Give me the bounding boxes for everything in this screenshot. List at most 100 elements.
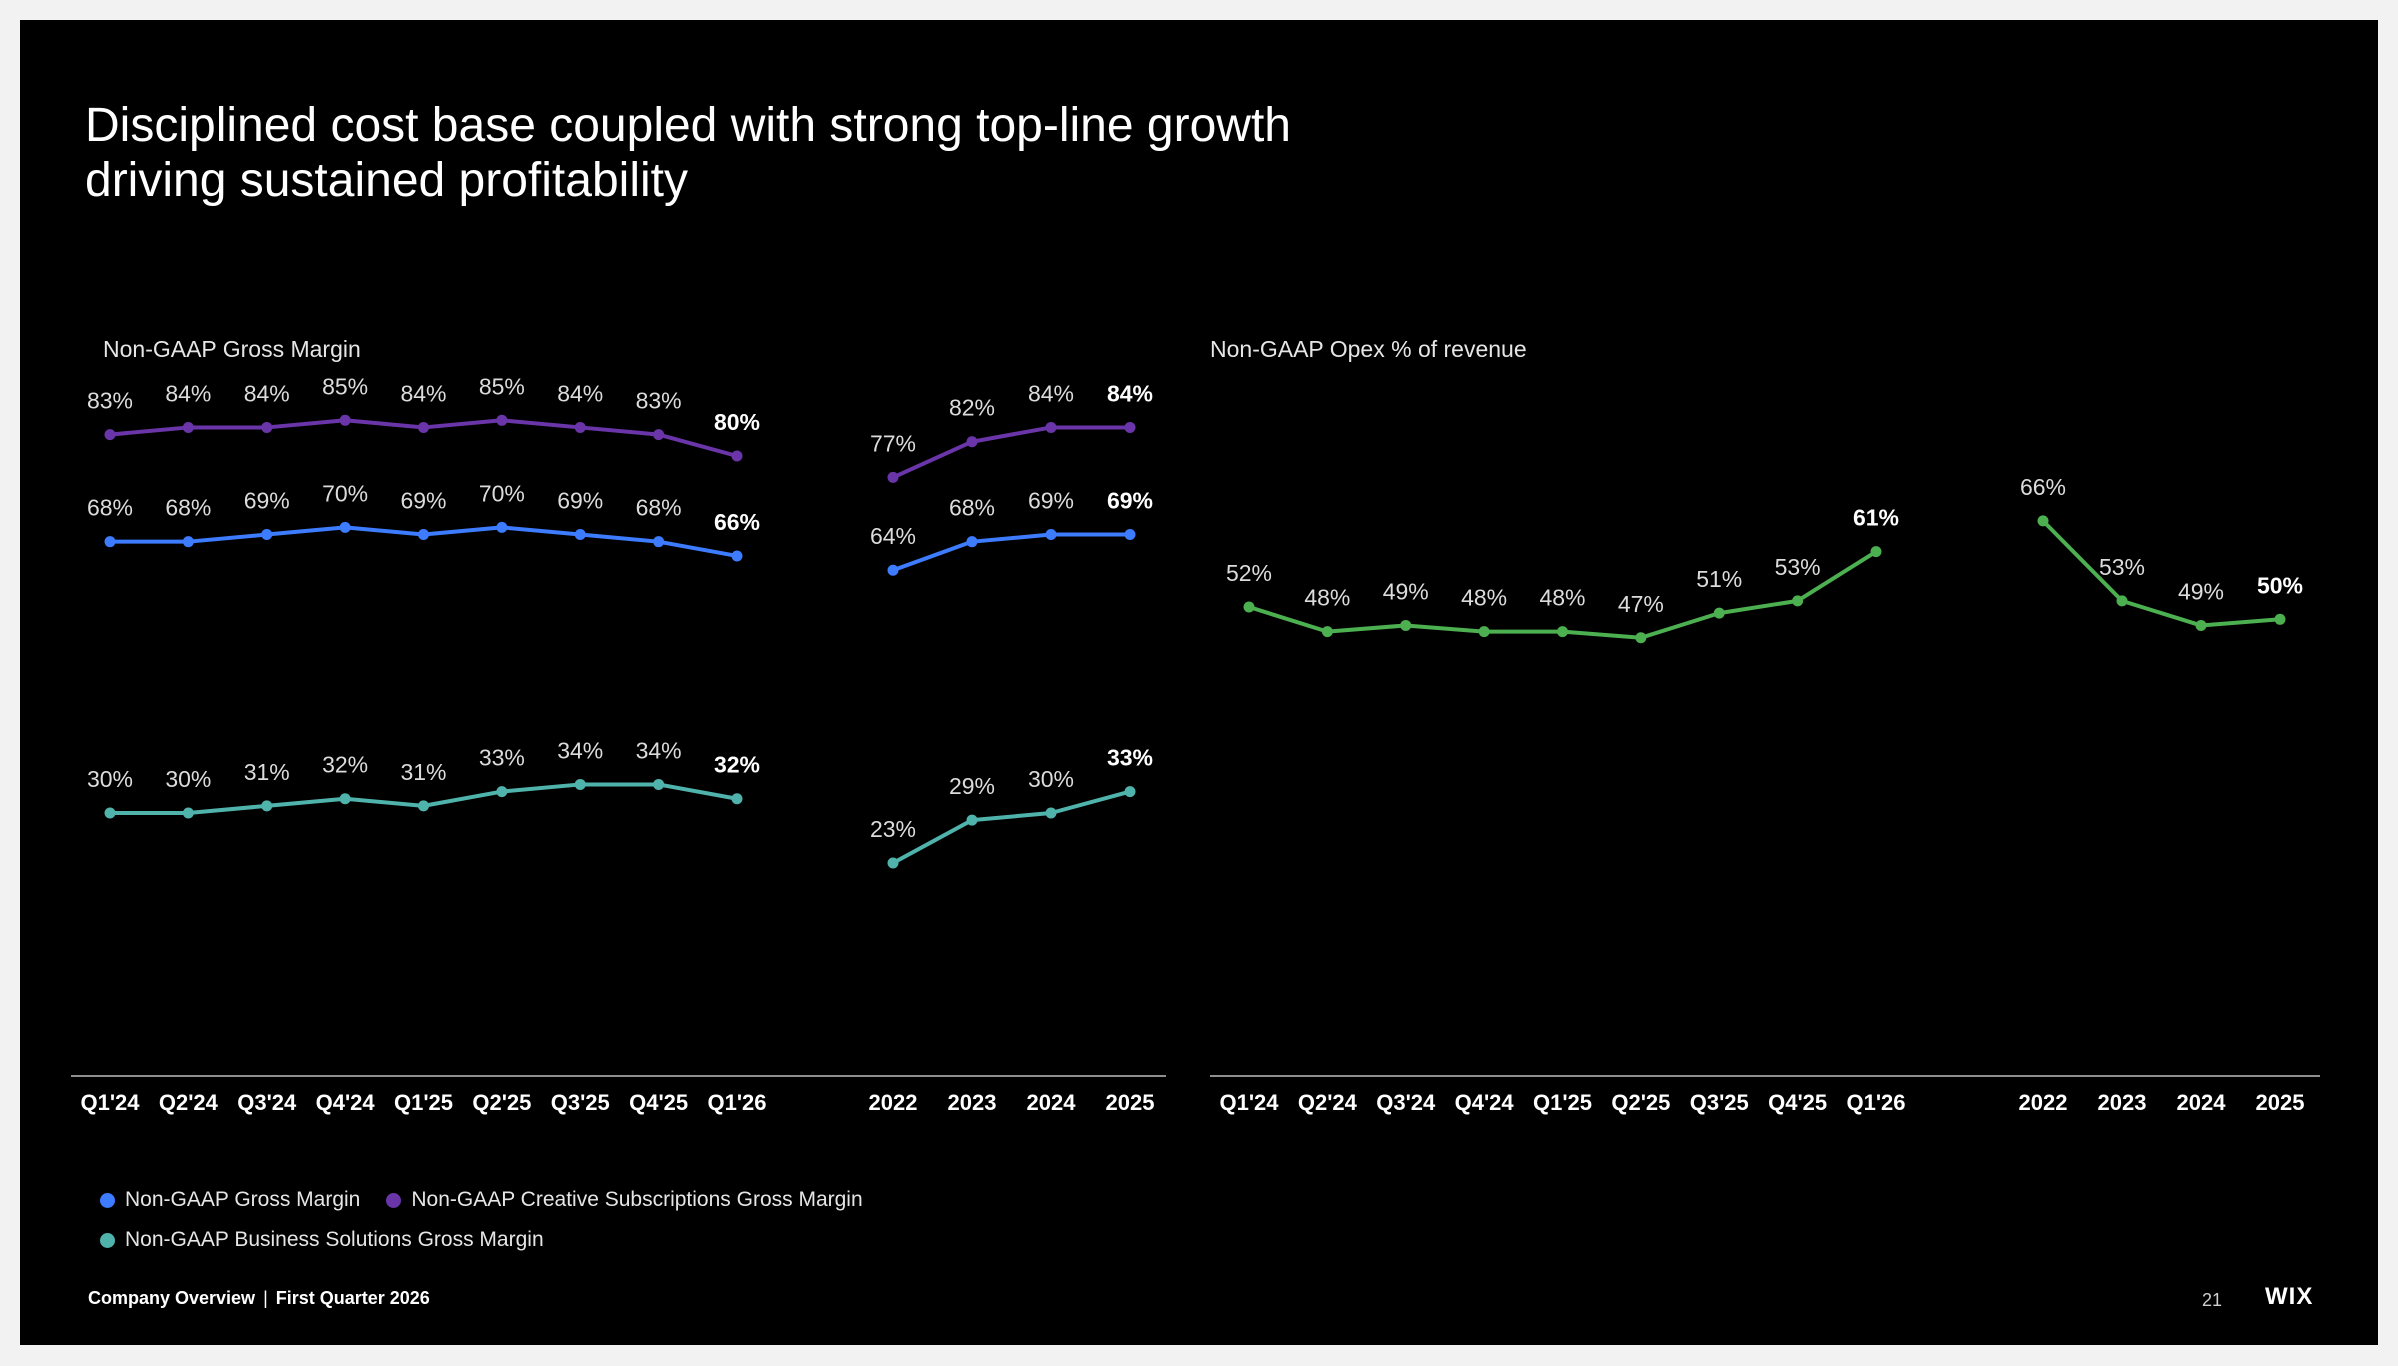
x-tick-label: Q4'25: [629, 1090, 688, 1115]
data-label: 51%: [1696, 566, 1742, 592]
data-label: 31%: [244, 759, 290, 785]
data-point: [574, 421, 586, 433]
data-label: 49%: [2178, 578, 2224, 604]
x-tick-label: Q3'24: [1376, 1090, 1436, 1115]
data-point: [182, 536, 194, 548]
slide-title-line-1: Disciplined cost base coupled with stron…: [85, 99, 1291, 152]
data-point: [731, 793, 743, 805]
data-point: [339, 793, 351, 805]
data-point: [1045, 529, 1057, 541]
data-point: [1124, 529, 1136, 541]
data-label: 83%: [636, 388, 682, 414]
data-point: [653, 778, 665, 790]
data-point: [887, 857, 899, 869]
legend-label: Non-GAAP Gross Margin: [125, 1188, 361, 1211]
page-number: 21: [2202, 1290, 2223, 1310]
x-tick-label: Q2'25: [1611, 1090, 1670, 1115]
data-point: [1045, 421, 1057, 433]
x-tick-label: Q4'25: [1768, 1090, 1827, 1115]
data-point: [104, 429, 116, 441]
data-label: 84%: [165, 380, 211, 406]
data-label: 33%: [1107, 745, 1153, 771]
data-point: [182, 421, 194, 433]
data-label: 77%: [870, 430, 916, 456]
data-label: 48%: [1461, 585, 1507, 611]
data-point: [966, 436, 978, 448]
data-point: [653, 536, 665, 548]
data-label: 64%: [870, 523, 916, 549]
data-point: [1045, 807, 1057, 819]
data-point: [2116, 595, 2128, 607]
x-tick-label: 2024: [2177, 1090, 2227, 1115]
data-point: [261, 529, 273, 541]
data-label: 68%: [87, 495, 133, 521]
data-label: 69%: [1107, 488, 1153, 514]
data-label: 80%: [714, 409, 760, 435]
x-tick-label: 2023: [948, 1090, 997, 1115]
series-line: [891, 789, 1132, 865]
legend-item-business-solutions: Non-GAAP Business Solutions Gross Margin: [100, 1228, 544, 1252]
slide-title-line-2: driving sustained profitability: [85, 154, 688, 207]
x-tick-label: Q2'24: [1298, 1090, 1358, 1115]
data-label: 69%: [244, 488, 290, 514]
gross-margin-chart-title: Non-GAAP Gross Margin: [103, 336, 361, 362]
data-point: [1321, 626, 1333, 638]
data-label: 70%: [322, 480, 368, 506]
slide: Disciplined cost base coupled with stron…: [20, 20, 2378, 1345]
x-tick-label: Q1'25: [394, 1090, 453, 1115]
data-point: [261, 800, 273, 812]
footer-separator: |: [263, 1288, 268, 1308]
x-tick-label: Q1'26: [707, 1090, 766, 1115]
x-tick-label: 2025: [2256, 1090, 2305, 1115]
series-line: [2041, 518, 2282, 628]
x-tick-label: Q1'25: [1533, 1090, 1592, 1115]
legend-item-creative-subscriptions: Non-GAAP Creative Subscriptions Gross Ma…: [386, 1188, 863, 1212]
data-point: [731, 550, 743, 562]
data-label: 53%: [2099, 554, 2145, 580]
data-label: 84%: [400, 380, 446, 406]
x-tick-label: 2025: [1106, 1090, 1155, 1115]
x-tick-label: Q3'25: [1690, 1090, 1749, 1115]
data-point: [1557, 626, 1568, 638]
data-point: [339, 521, 351, 533]
data-point: [418, 800, 429, 812]
x-tick-label: Q1'26: [1846, 1090, 1905, 1115]
data-label: 84%: [1028, 380, 1074, 406]
data-point: [418, 529, 429, 541]
data-label: 69%: [557, 488, 603, 514]
data-label: 82%: [949, 395, 995, 421]
series-line: [891, 532, 1132, 573]
data-label: 69%: [1028, 488, 1074, 514]
data-point: [496, 786, 508, 798]
data-point: [1124, 421, 1136, 433]
data-point: [418, 421, 429, 433]
legend-label: Non-GAAP Creative Subscriptions Gross Ma…: [411, 1188, 863, 1211]
data-point: [1635, 632, 1647, 644]
chart-legend: Non-GAAP Gross Margin Non-GAAP Creative …: [100, 1180, 889, 1260]
x-tick-label: Q3'24: [237, 1090, 297, 1115]
legend-marker-business-solutions: [100, 1232, 115, 1248]
data-point: [653, 429, 665, 441]
data-label: 30%: [1028, 766, 1074, 792]
data-point: [2274, 613, 2286, 625]
data-point: [731, 450, 743, 462]
legend-label: Non-GAAP Business Solutions Gross Margin: [125, 1228, 544, 1251]
x-tick-label: 2022: [2019, 1090, 2068, 1115]
data-label: 30%: [165, 766, 211, 792]
x-tick-label: 2022: [869, 1090, 918, 1115]
data-point: [574, 778, 586, 790]
data-label: 68%: [636, 495, 682, 521]
data-point: [261, 421, 273, 433]
data-point: [1478, 626, 1490, 638]
legend-marker-gross-margin: [100, 1192, 115, 1208]
data-label: 30%: [87, 766, 133, 792]
footer-label: Company Overview | First Quarter 2026: [88, 1288, 430, 1309]
x-tick-label: 2024: [1027, 1090, 1077, 1115]
data-point: [2195, 619, 2207, 631]
x-tick-label: Q1'24: [80, 1090, 140, 1115]
data-point: [1400, 619, 1412, 631]
data-label: 34%: [636, 737, 682, 763]
data-label: 66%: [714, 509, 760, 535]
data-label: 50%: [2257, 572, 2303, 598]
data-label: 53%: [1775, 554, 1821, 580]
